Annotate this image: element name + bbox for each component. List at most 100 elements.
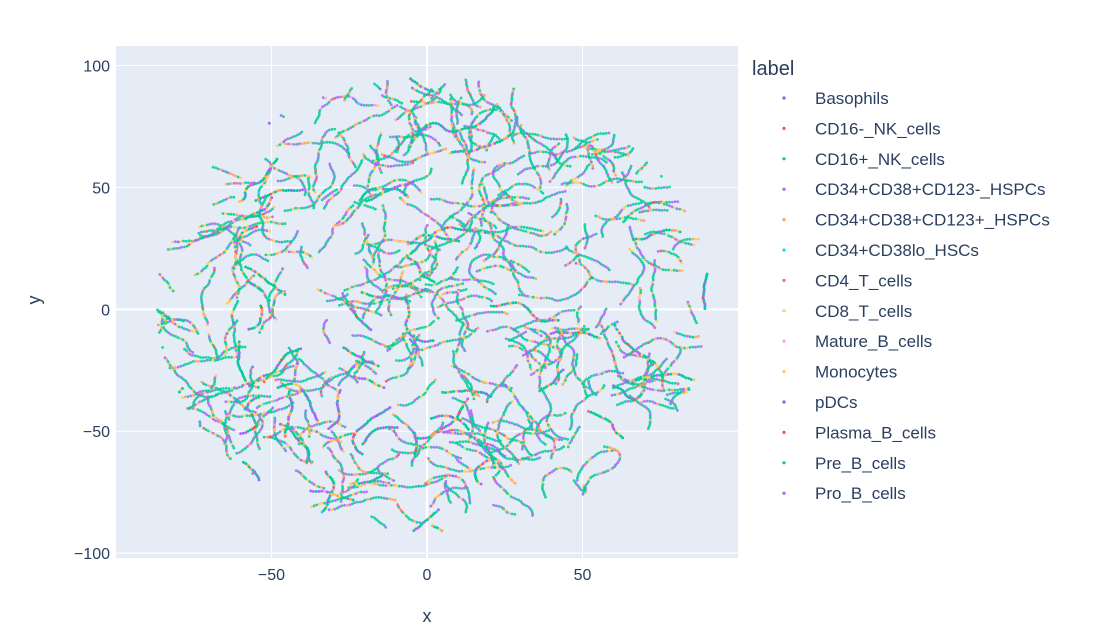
data-point (452, 352, 456, 355)
data-point (232, 414, 235, 417)
data-point (260, 327, 264, 330)
data-point (448, 290, 452, 294)
data-point (355, 485, 359, 489)
data-point (553, 192, 557, 196)
data-point (465, 148, 468, 152)
data-point (371, 169, 374, 173)
data-point (503, 311, 507, 315)
data-point (329, 436, 333, 440)
data-point (213, 266, 216, 270)
data-point (592, 233, 595, 237)
data-point (412, 100, 416, 104)
data-point (396, 416, 400, 419)
data-point (330, 190, 334, 194)
data-point (668, 366, 671, 369)
data-point (564, 213, 568, 217)
data-point (464, 440, 468, 443)
data-point (429, 167, 433, 171)
data-point (391, 106, 394, 110)
data-point (608, 159, 612, 163)
data-point (413, 360, 416, 363)
data-point (644, 232, 647, 236)
data-point (427, 244, 431, 248)
data-point (201, 303, 204, 307)
data-point (582, 398, 586, 402)
data-point (529, 231, 533, 235)
data-point (480, 160, 484, 164)
data-point (397, 418, 401, 421)
data-point (465, 80, 468, 84)
data-point (548, 194, 552, 198)
data-point (383, 230, 387, 233)
data-point (438, 342, 442, 345)
data-point (524, 410, 528, 413)
data-point (243, 398, 247, 402)
data-point (452, 358, 455, 362)
data-point (589, 147, 593, 151)
data-point (364, 335, 368, 339)
data-point (379, 480, 383, 483)
data-point (623, 351, 626, 355)
data-point (528, 452, 531, 456)
data-point (519, 404, 523, 408)
data-point (466, 89, 470, 93)
data-point (333, 295, 337, 299)
data-point (598, 152, 602, 155)
data-point (384, 238, 388, 242)
data-point (591, 153, 594, 156)
data-point (390, 251, 394, 255)
data-point (466, 222, 469, 226)
data-point (214, 352, 218, 355)
data-point (362, 334, 366, 338)
data-point (521, 169, 524, 173)
data-point (459, 133, 463, 137)
data-point (460, 317, 464, 321)
data-point (666, 367, 669, 371)
data-point (539, 334, 543, 338)
data-point (590, 390, 594, 393)
data-point (247, 181, 250, 185)
data-point (163, 278, 166, 282)
data-point (417, 348, 421, 352)
data-point (643, 185, 647, 189)
data-point (259, 217, 263, 221)
data-point (569, 335, 573, 339)
data-point (572, 368, 576, 372)
data-point (219, 354, 223, 357)
data-point (449, 99, 453, 103)
data-point (463, 332, 466, 336)
data-point (555, 137, 558, 141)
data-point (600, 388, 603, 391)
data-point (564, 309, 568, 313)
data-point (566, 139, 570, 143)
data-point (441, 465, 445, 469)
data-point (582, 324, 586, 328)
data-point (548, 348, 552, 352)
data-point (462, 278, 465, 282)
data-point (388, 497, 392, 501)
data-point (628, 225, 632, 229)
data-point (505, 312, 509, 316)
data-point (525, 167, 529, 171)
data-point (564, 211, 568, 215)
data-point (579, 154, 582, 158)
data-point (659, 267, 662, 271)
data-point (469, 95, 473, 99)
data-point (261, 228, 265, 232)
data-point (293, 250, 297, 254)
data-point (550, 316, 554, 319)
data-point (206, 322, 210, 326)
data-point (274, 378, 278, 382)
data-point (546, 473, 549, 476)
data-point (496, 248, 499, 252)
data-point (557, 142, 561, 146)
data-point (216, 167, 220, 171)
data-point (514, 329, 518, 333)
data-point (238, 242, 242, 246)
data-point (572, 308, 576, 312)
data-point (612, 149, 615, 152)
data-point (440, 280, 443, 283)
data-point (363, 204, 367, 207)
data-point (227, 212, 230, 216)
data-point (511, 226, 515, 229)
